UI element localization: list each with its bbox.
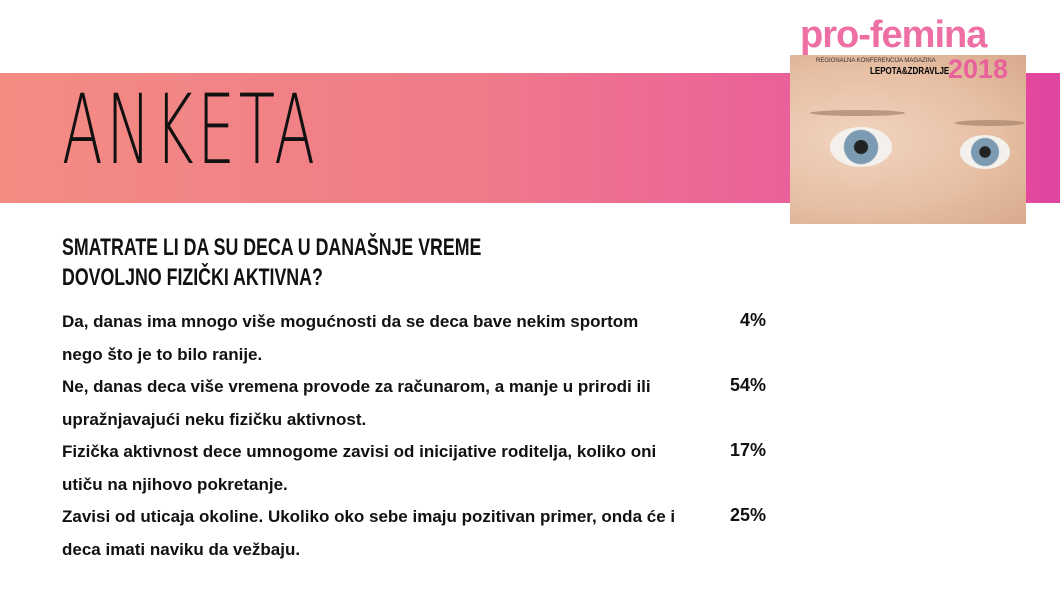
answer-text: Da, danas ima mnogo više mogućnosti da s… <box>62 312 639 364</box>
logo: pro-femina <box>800 14 987 56</box>
survey-question: SMATRATE LI DA SU DECA U DANAŠNJE VREME … <box>62 234 482 291</box>
eye <box>960 135 1010 169</box>
logo-year: 2018 <box>948 54 1009 84</box>
answer-text: Ne, danas deca više vremena provode za r… <box>62 377 651 429</box>
answer-percent: 25% <box>729 505 766 525</box>
answer-percent: 4% <box>739 310 766 330</box>
eyes-photo <box>790 55 1026 224</box>
logo-subtitle: REGIONALNA KONFERENCIJA MAGAZINA <box>816 58 936 64</box>
page-title: ANKETA <box>62 74 319 186</box>
answer-percent: 54% <box>729 375 766 395</box>
eye <box>830 127 892 167</box>
eyebrow <box>955 120 1025 126</box>
answer-text: Zavisi od uticaja okoline. Ukoliko oko s… <box>62 507 676 559</box>
magazine-name: LEPOTA&ZDRAVLJE <box>870 66 950 77</box>
answer-percent: 17% <box>729 440 766 460</box>
answer-text: Fizička aktivnost dece umnogome zavisi o… <box>62 442 657 494</box>
eyebrow <box>810 110 905 116</box>
